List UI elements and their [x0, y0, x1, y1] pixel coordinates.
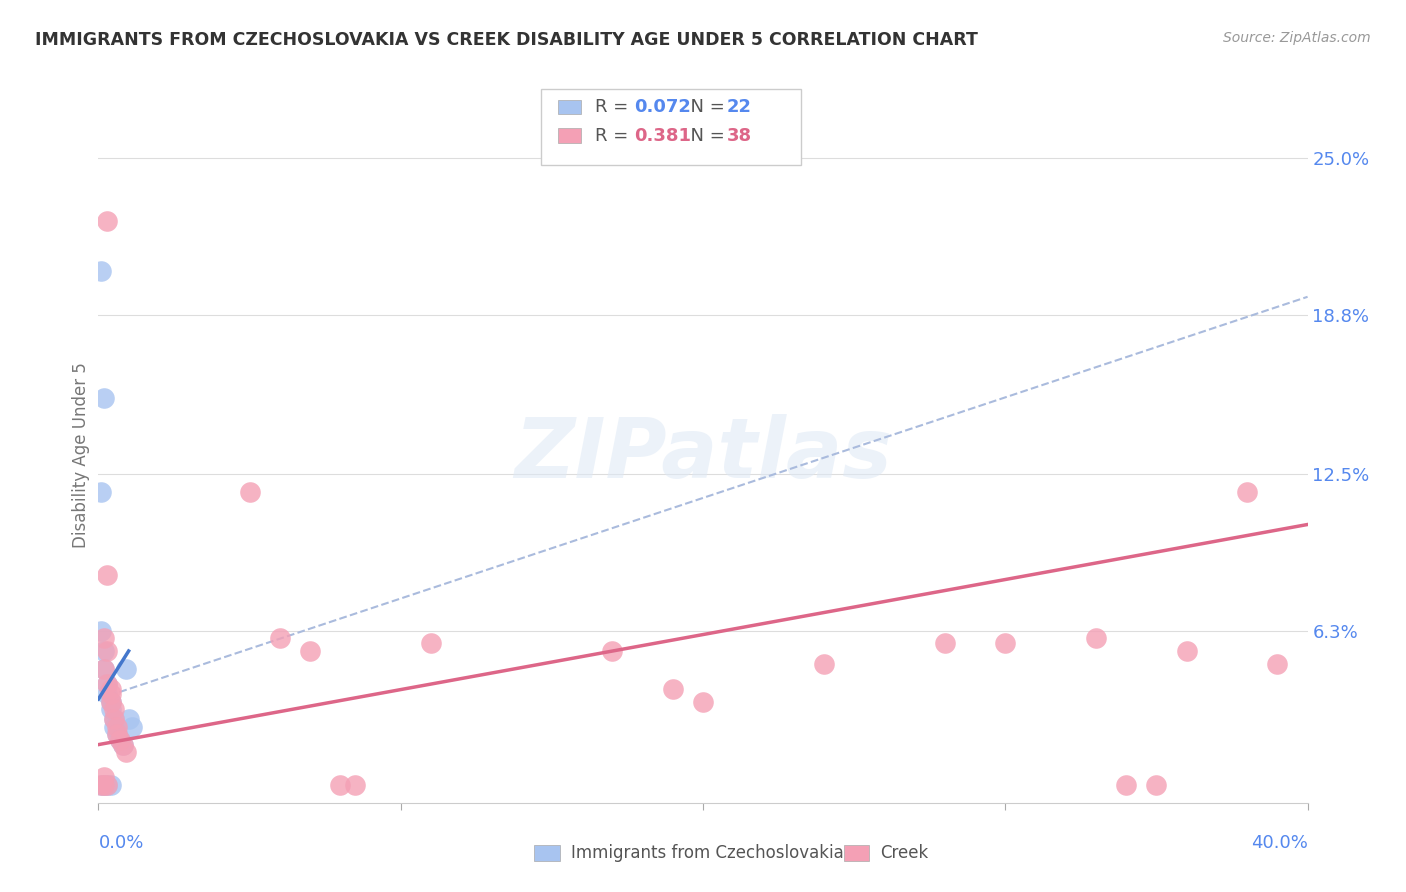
Text: Source: ZipAtlas.com: Source: ZipAtlas.com — [1223, 31, 1371, 45]
Point — [96, 568, 118, 582]
Text: 0.381: 0.381 — [634, 127, 692, 145]
Point — [114, 662, 136, 676]
Point — [96, 214, 118, 228]
Point — [93, 391, 115, 405]
Point — [1175, 644, 1198, 658]
Point — [329, 778, 352, 792]
Point — [90, 624, 112, 638]
Text: 38: 38 — [727, 127, 752, 145]
Point — [90, 778, 112, 792]
Point — [93, 632, 115, 646]
Point — [96, 644, 118, 658]
Point — [994, 636, 1017, 650]
Point — [100, 695, 122, 709]
Point — [1267, 657, 1289, 671]
Point — [114, 745, 136, 759]
Point — [661, 681, 683, 696]
Point — [100, 778, 122, 792]
Point — [103, 712, 125, 726]
Point — [100, 681, 122, 696]
Point — [269, 632, 291, 646]
Text: R =: R = — [595, 98, 634, 116]
Point — [602, 644, 624, 658]
Point — [344, 778, 367, 792]
Point — [93, 662, 115, 676]
Point — [105, 727, 128, 741]
Point — [90, 264, 112, 278]
Point — [111, 738, 134, 752]
Text: 40.0%: 40.0% — [1251, 834, 1308, 852]
Point — [934, 636, 956, 650]
Point — [692, 695, 714, 709]
Point — [93, 644, 115, 658]
Text: N =: N = — [679, 127, 731, 145]
Point — [100, 702, 122, 716]
Point — [103, 720, 125, 734]
Point — [108, 732, 131, 747]
Point — [299, 644, 322, 658]
Point — [1144, 778, 1167, 792]
Text: 0.0%: 0.0% — [98, 834, 143, 852]
Text: N =: N = — [679, 98, 731, 116]
Text: 22: 22 — [727, 98, 752, 116]
Text: Creek: Creek — [880, 844, 928, 862]
Point — [105, 727, 128, 741]
Point — [93, 778, 115, 792]
Point — [90, 778, 112, 792]
Point — [105, 720, 128, 734]
Text: IMMIGRANTS FROM CZECHOSLOVAKIA VS CREEK DISABILITY AGE UNDER 5 CORRELATION CHART: IMMIGRANTS FROM CZECHOSLOVAKIA VS CREEK … — [35, 31, 979, 49]
Y-axis label: Disability Age Under 5: Disability Age Under 5 — [72, 362, 90, 548]
Point — [108, 732, 131, 747]
Text: 0.072: 0.072 — [634, 98, 690, 116]
Point — [100, 695, 122, 709]
Point — [96, 677, 118, 691]
Point — [93, 778, 115, 792]
Point — [1085, 632, 1108, 646]
Point — [103, 702, 125, 716]
Point — [111, 738, 134, 752]
Point — [121, 720, 143, 734]
Point — [1236, 484, 1258, 499]
Point — [813, 657, 835, 671]
Point — [93, 771, 115, 785]
Point — [118, 712, 141, 726]
Point — [93, 662, 115, 676]
Point — [96, 677, 118, 691]
Point — [1115, 778, 1137, 792]
Text: Immigrants from Czechoslovakia: Immigrants from Czechoslovakia — [571, 844, 844, 862]
Point — [420, 636, 443, 650]
Point — [100, 687, 122, 701]
Point — [96, 778, 118, 792]
Point — [239, 484, 262, 499]
Point — [96, 687, 118, 701]
Point — [90, 484, 112, 499]
Point — [96, 778, 118, 792]
Text: ZIPatlas: ZIPatlas — [515, 415, 891, 495]
Point — [103, 712, 125, 726]
Text: R =: R = — [595, 127, 634, 145]
